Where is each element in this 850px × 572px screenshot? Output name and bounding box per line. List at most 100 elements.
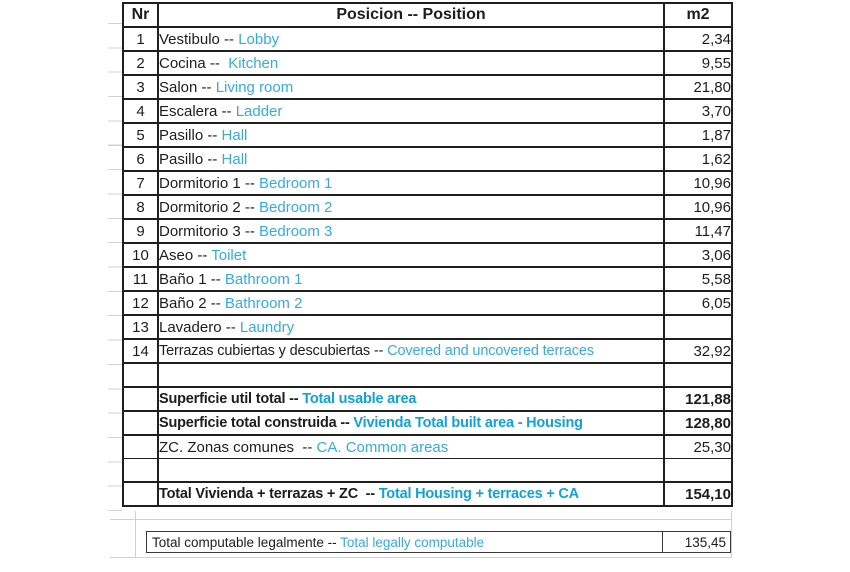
empty-cell bbox=[122, 458, 159, 483]
room-name-en: Lobby bbox=[238, 30, 280, 48]
summary-label-es: Total Vivienda + terrazas + ZC -- bbox=[159, 486, 379, 502]
room-name-es: Lavadero -- bbox=[159, 318, 240, 336]
row-position: Pasillo -- Hall bbox=[157, 122, 665, 148]
row-position: Dormitorio 1 -- Bedroom 1 bbox=[157, 170, 665, 196]
room-name-en: Hall bbox=[221, 126, 248, 144]
table-row: 7 Dormitorio 1 -- Bedroom 1 10,96 bbox=[122, 170, 733, 196]
gridline-vertical bbox=[731, 511, 732, 558]
area-table: Nr Posicion -- Position m2 1 Vestibulo -… bbox=[122, 2, 733, 507]
table-row: 2 Cocina -- Kitchen 9,55 bbox=[122, 50, 733, 76]
room-name-es: Salon -- bbox=[159, 78, 216, 96]
row-number: 2 bbox=[122, 50, 159, 76]
footer-label-en: Total legally computable bbox=[340, 534, 485, 550]
row-m2-value: 11,47 bbox=[663, 218, 733, 244]
spacer-row bbox=[122, 362, 733, 388]
row-position: Vestibulo -- Lobby bbox=[157, 26, 665, 52]
row-number: 6 bbox=[122, 146, 159, 172]
footer-label: Total computable legalmente -- Total leg… bbox=[147, 535, 662, 550]
empty-cell bbox=[663, 458, 733, 483]
summary-label: Superficie total construida -- Vivienda … bbox=[157, 410, 665, 436]
spacer-row bbox=[122, 458, 733, 483]
summary-label-es: ZC. Zonas comunes -- bbox=[159, 438, 317, 456]
row-m2-value: 3,70 bbox=[663, 98, 733, 124]
room-name-en: Bathroom 1 bbox=[224, 270, 303, 288]
summary-row-usable-area: Superficie util total -- Total usable ar… bbox=[122, 386, 733, 412]
table-row: 6 Pasillo -- Hall 1,62 bbox=[122, 146, 733, 172]
row-m2-value: 9,55 bbox=[663, 50, 733, 76]
summary-label-en: Vivienda Total built area - Housing bbox=[353, 415, 583, 431]
row-m2-value: 10,96 bbox=[663, 170, 733, 196]
row-position: Dormitorio 2 -- Bedroom 2 bbox=[157, 194, 665, 220]
row-number: 8 bbox=[122, 194, 159, 220]
table-row: 12 Baño 2 -- Bathroom 2 6,05 bbox=[122, 290, 733, 316]
summary-label-es: Superficie util total -- bbox=[159, 391, 303, 407]
room-name-es: Baño 2 -- bbox=[159, 294, 225, 312]
room-name-es: Dormitorio 2 -- bbox=[159, 198, 260, 216]
row-number: 1 bbox=[122, 26, 159, 52]
summary-label: Total Vivienda + terrazas + ZC -- Total … bbox=[157, 481, 665, 507]
room-name-es: Aseo -- bbox=[159, 246, 212, 264]
gridline-horizontal bbox=[110, 557, 732, 558]
summary-m2-value: 121,88 bbox=[663, 386, 733, 412]
empty-cell bbox=[157, 362, 665, 388]
table-row: 9 Dormitorio 3 -- Bedroom 3 11,47 bbox=[122, 218, 733, 244]
room-name-en: Covered and uncovered terraces bbox=[387, 343, 594, 359]
row-number: 5 bbox=[122, 122, 159, 148]
summary-m2-value: 128,80 bbox=[663, 410, 733, 436]
row-number: 11 bbox=[122, 266, 159, 292]
row-number: 3 bbox=[122, 74, 159, 100]
excel-gridline-stubs bbox=[108, 23, 122, 511]
empty-cell bbox=[122, 386, 159, 412]
room-name-en: Living room bbox=[215, 78, 294, 96]
row-position: Pasillo -- Hall bbox=[157, 146, 665, 172]
room-name-es: Vestibulo -- bbox=[159, 30, 239, 48]
header-cell-position: Posicion -- Position bbox=[157, 2, 665, 28]
room-name-en: Bedroom 2 bbox=[259, 198, 333, 216]
row-number: 9 bbox=[122, 218, 159, 244]
summary-row-grand-total: Total Vivienda + terrazas + ZC -- Total … bbox=[122, 481, 733, 507]
row-m2-value: 6,05 bbox=[663, 290, 733, 316]
summary-m2-value: 25,30 bbox=[663, 434, 733, 459]
empty-cell bbox=[122, 434, 159, 459]
summary-label-en: Total usable area bbox=[302, 391, 417, 407]
empty-cell bbox=[663, 362, 733, 388]
room-name-es: Pasillo -- bbox=[159, 126, 222, 144]
summary-row-built-area: Superficie total construida -- Vivienda … bbox=[122, 410, 733, 436]
row-position: Lavadero -- Laundry bbox=[157, 314, 665, 340]
row-number: 13 bbox=[122, 314, 159, 340]
empty-cell bbox=[157, 458, 665, 483]
room-name-en: Ladder bbox=[235, 102, 283, 120]
row-number: 4 bbox=[122, 98, 159, 124]
table-row: 11 Baño 1 -- Bathroom 1 5,58 bbox=[122, 266, 733, 292]
room-name-es: Terrazas cubiertas y descubiertas -- bbox=[159, 343, 388, 359]
empty-cell bbox=[122, 362, 159, 388]
room-name-es: Dormitorio 1 -- bbox=[159, 174, 260, 192]
summary-label-en: CA. Common areas bbox=[316, 438, 449, 456]
room-name-es: Escalera -- bbox=[159, 102, 236, 120]
legally-computable-row: Total computable legalmente -- Total leg… bbox=[146, 531, 731, 553]
row-number: 14 bbox=[122, 338, 159, 364]
row-position: Aseo -- Toilet bbox=[157, 242, 665, 268]
empty-cell bbox=[122, 481, 159, 507]
footer-label-es: Total computable legalmente -- bbox=[152, 534, 341, 550]
room-name-en: Hall bbox=[221, 150, 248, 168]
row-m2-value: 21,80 bbox=[663, 74, 733, 100]
table-row: 13 Lavadero -- Laundry bbox=[122, 314, 733, 340]
row-position: Baño 2 -- Bathroom 2 bbox=[157, 290, 665, 316]
table-row: 5 Pasillo -- Hall 1,87 bbox=[122, 122, 733, 148]
summary-label: Superficie util total -- Total usable ar… bbox=[157, 386, 665, 412]
room-name-en: Bathroom 2 bbox=[224, 294, 303, 312]
gridline-vertical bbox=[135, 511, 136, 558]
summary-row-common-areas: ZC. Zonas comunes -- CA. Common areas 25… bbox=[122, 434, 733, 459]
header-cell-m2: m2 bbox=[663, 2, 733, 28]
row-position: Cocina -- Kitchen bbox=[157, 50, 665, 76]
row-position: Salon -- Living room bbox=[157, 74, 665, 100]
row-m2-value: 2,34 bbox=[663, 26, 733, 52]
footer-m2-value: 135,45 bbox=[662, 532, 730, 552]
summary-label: ZC. Zonas comunes -- CA. Common areas bbox=[157, 434, 665, 459]
room-name-es: Dormitorio 3 -- bbox=[159, 222, 260, 240]
gridline-horizontal bbox=[110, 519, 732, 520]
row-m2-value: 1,87 bbox=[663, 122, 733, 148]
table-row: 10 Aseo -- Toilet 3,06 bbox=[122, 242, 733, 268]
room-name-es: Pasillo -- bbox=[159, 150, 222, 168]
